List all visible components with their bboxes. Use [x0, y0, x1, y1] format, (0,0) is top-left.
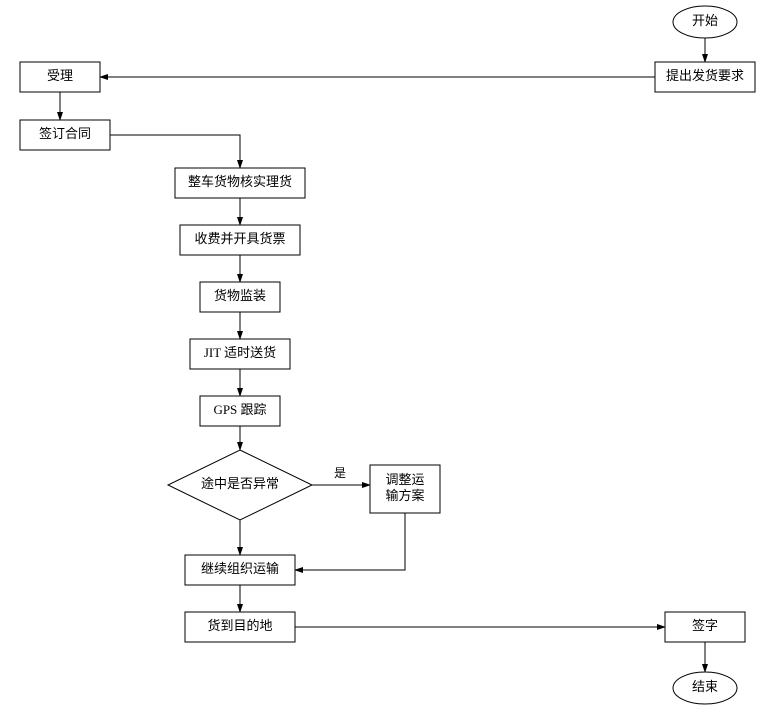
node-label-adjust-1: 输方案	[385, 488, 424, 503]
edge-contract-verify	[110, 135, 240, 168]
node-sign: 签字	[665, 612, 745, 642]
node-request: 提出发货要求	[655, 62, 755, 92]
node-label-load: 货物监装	[214, 288, 266, 303]
flowchart-canvas: 是 开始提出发货要求 受理签订合同整车货物核实理货收费并开具货票货物监装 JIT 适时…	[0, 0, 784, 716]
node-continue: 继续组织运输	[185, 555, 295, 585]
node-label-adjust-0: 调整运	[385, 472, 424, 487]
node-adjust: 调整运输方案	[370, 465, 440, 513]
node-accept: 受理	[20, 62, 100, 92]
node-label-verify: 整车货物核实理货	[188, 174, 292, 189]
node-abnormal: 途中是否异常	[168, 450, 312, 520]
node-label-start: 开始	[692, 13, 718, 28]
node-jit: JIT 适时送货	[190, 339, 290, 369]
edge-label-abnormal-adjust: 是	[334, 466, 346, 480]
node-label-sign: 签字	[692, 618, 718, 633]
edge-adjust-continue	[295, 513, 405, 570]
node-label-accept: 受理	[47, 68, 73, 83]
node-label-arrive: 货到目的地	[207, 618, 272, 633]
node-verify: 整车货物核实理货	[175, 168, 305, 198]
node-start: 开始	[673, 6, 737, 38]
node-label-request: 提出发货要求	[666, 68, 744, 83]
node-contract: 签订合同	[20, 120, 110, 150]
node-label-abnormal: 途中是否异常	[201, 476, 279, 491]
node-label-continue: 继续组织运输	[201, 561, 279, 576]
node-fee: 收费并开具货票	[180, 225, 300, 255]
node-label-fee: 收费并开具货票	[194, 231, 285, 246]
node-label-jit: JIT 适时送货	[204, 345, 276, 360]
node-gps: GPS 跟踪	[200, 396, 280, 426]
node-label-gps: GPS 跟踪	[213, 402, 266, 417]
node-arrive: 货到目的地	[185, 612, 295, 642]
node-end: 结束	[673, 672, 737, 704]
node-label-contract: 签订合同	[39, 126, 91, 141]
node-load: 货物监装	[200, 282, 280, 312]
node-label-end: 结束	[692, 679, 718, 694]
